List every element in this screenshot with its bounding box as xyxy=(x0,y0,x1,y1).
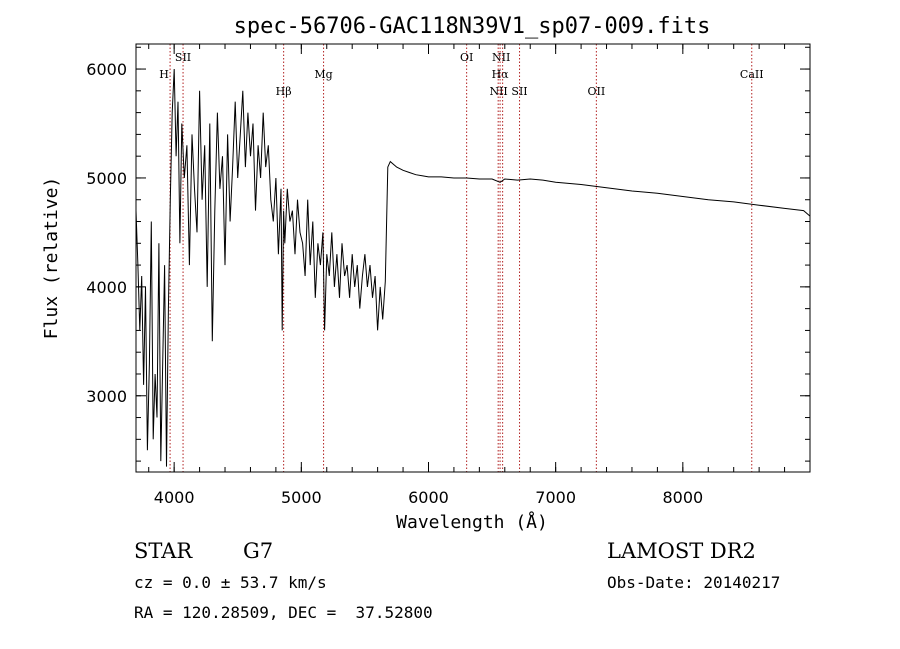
chart-title: spec-56706-GAC118N39V1_sp07-009.fits xyxy=(234,14,711,39)
x-axis-ticks: 4000 5000 6000 7000 8000 xyxy=(148,44,786,507)
x-tick-label: 5000 xyxy=(281,488,322,507)
line-label-SII: SII xyxy=(175,51,191,64)
line-label-CaII: CaII xyxy=(740,68,764,81)
line-label-OI: OI xyxy=(460,51,473,64)
x-tick-label: 7000 xyxy=(535,488,576,507)
plot-frame xyxy=(135,43,811,473)
coordinates-label: RA = 120.28509, DEC = 37.52800 xyxy=(134,603,433,622)
x-tick-label: 4000 xyxy=(154,488,195,507)
y-tick-label: 4000 xyxy=(86,278,127,297)
line-label-Hα: Hα xyxy=(492,68,510,81)
y-axis-label: Flux (relative) xyxy=(41,177,62,340)
line-label-SII: SII xyxy=(511,85,527,98)
line-label-NII: NII xyxy=(489,85,507,98)
line-label-H: H xyxy=(159,68,169,81)
y-tick-label: 6000 xyxy=(86,60,127,79)
line-label-Hβ: Hβ xyxy=(276,85,292,98)
obs-date-label: Obs-Date: 20140217 xyxy=(607,573,781,592)
x-tick-label: 8000 xyxy=(662,488,703,507)
y-tick-label: 3000 xyxy=(86,387,127,406)
object-class: STAR xyxy=(134,539,193,563)
y-tick-label: 5000 xyxy=(86,169,127,188)
object-subclass: G7 xyxy=(243,539,274,563)
line-label-OII: OII xyxy=(587,85,605,98)
spectrum-series-line xyxy=(135,68,811,467)
line-label-Mg: Mg xyxy=(314,68,332,81)
x-tick-label: 6000 xyxy=(408,488,449,507)
survey-label: LAMOST DR2 xyxy=(607,539,756,563)
line-label-NII: NII xyxy=(492,51,510,64)
y-axis-ticks: 3000 4000 5000 6000 xyxy=(86,46,810,462)
redshift-label: cz = 0.0 ± 53.7 km/s xyxy=(134,573,327,592)
x-axis-label: Wavelength (Å) xyxy=(396,511,548,533)
emission-line-markers: H SII Hβ Mg OI NII Hα NII SII OII CaII xyxy=(159,44,764,472)
